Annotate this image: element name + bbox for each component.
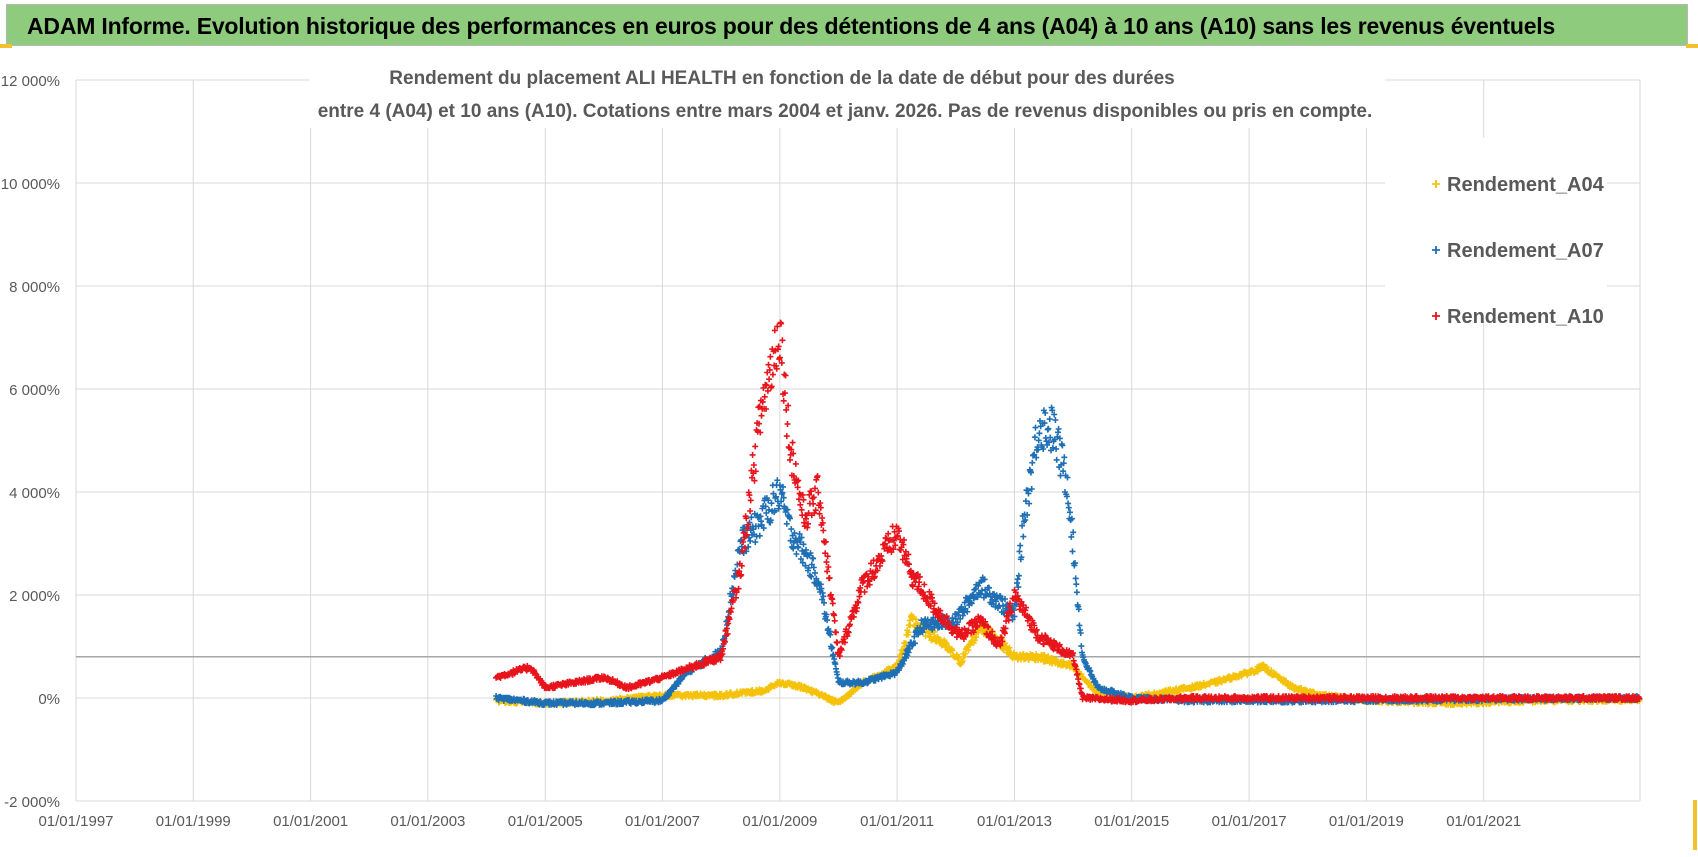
y-tick-label: 0% <box>38 691 60 708</box>
legend: Rendement_A04 Rendement_A07 Rendement_A10 <box>1385 138 1607 328</box>
x-tick-label: 01/01/2017 <box>1212 813 1287 830</box>
legend-marker <box>1432 312 1440 320</box>
x-tick-label: 01/01/2013 <box>977 813 1052 830</box>
y-tick-label: 4 000% <box>9 485 60 502</box>
grid-layer <box>75 79 1641 802</box>
legend-marker <box>1432 246 1440 254</box>
legend-marker <box>1432 180 1440 188</box>
series-markers <box>493 319 1643 706</box>
x-tick-label: 01/01/2001 <box>273 813 348 830</box>
axis-layer: 12 000% 10 000% 8 000% 6 000% 4 000% 2 000% 0%… <box>1 73 1522 830</box>
chart-title-line-1: Rendement du placement ALI HEALTH en fon… <box>389 68 1174 89</box>
y-tick-label: 12 000% <box>1 73 60 90</box>
y-tick-label: 6 000% <box>9 382 60 399</box>
y-tick-label: 8 000% <box>9 279 60 296</box>
y-tick-label: -2 000% <box>4 794 60 811</box>
x-tick-label: 01/01/2007 <box>625 813 700 830</box>
x-tick-label: 01/01/1997 <box>38 813 113 830</box>
x-tick-label: 01/01/2015 <box>1094 813 1169 830</box>
corner-accent-top-right <box>1686 44 1698 48</box>
legend-label: Rendement_A10 <box>1447 306 1604 328</box>
x-tick-label: 01/01/2005 <box>508 813 583 830</box>
corner-accent-bottom-right <box>1693 800 1697 850</box>
scatter-chart: 12 000% 10 000% 8 000% 6 000% 4 000% 2 000% 0%… <box>1 60 1643 830</box>
chart-title-line-2: entre 4 (A04) et 10 ans (A10). Cotations… <box>318 101 1373 122</box>
x-tick-label: 01/01/2021 <box>1446 813 1521 830</box>
legend-label: Rendement_A04 <box>1447 174 1605 196</box>
y-tick-label: 2 000% <box>9 588 60 605</box>
x-tick-label: 01/01/2011 <box>860 813 934 830</box>
x-tick-label: 01/01/2019 <box>1329 813 1404 830</box>
series-Rendement_A10 <box>493 319 1643 706</box>
x-tick-label: 01/01/2003 <box>390 813 465 830</box>
x-tick-label: 01/01/2009 <box>742 813 817 830</box>
report-banner: ADAM Informe. Evolution historique des p… <box>6 4 1688 46</box>
report-banner-title: ADAM Informe. Evolution historique des p… <box>27 13 1556 39</box>
title-layer: Rendement du placement ALI HEALTH en fon… <box>310 60 1385 128</box>
corner-accent-top-left <box>0 44 12 48</box>
points-layer <box>493 319 1643 709</box>
y-tick-label: 10 000% <box>1 176 60 193</box>
legend-label: Rendement_A07 <box>1447 240 1604 262</box>
x-tick-label: 01/01/1999 <box>156 813 231 830</box>
chart-area: 12 000% 10 000% 8 000% 6 000% 4 000% 2 000% 0%… <box>0 46 1698 857</box>
